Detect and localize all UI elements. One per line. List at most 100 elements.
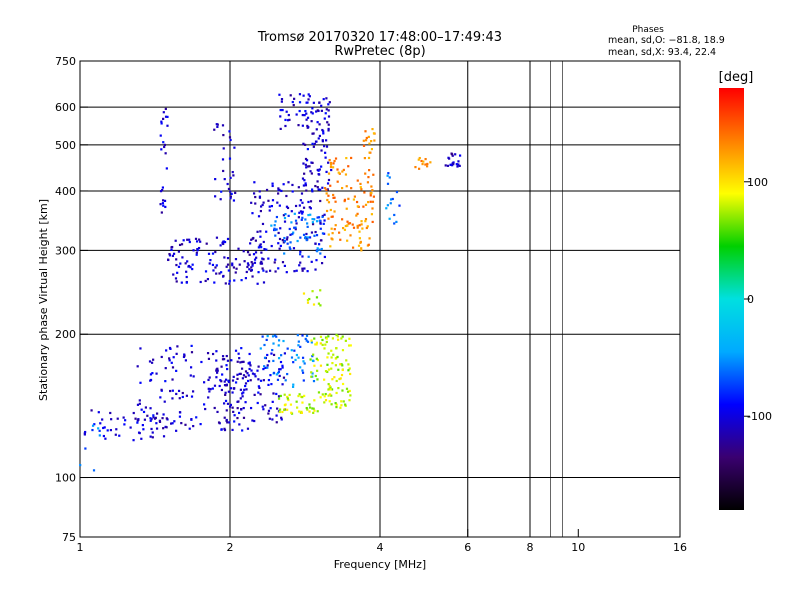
- data-point: [224, 393, 227, 396]
- data-point: [175, 429, 178, 432]
- data-point: [174, 277, 178, 280]
- data-point: [223, 427, 226, 430]
- data-point: [320, 104, 323, 107]
- data-point: [280, 100, 283, 103]
- data-point: [345, 185, 348, 188]
- data-point: [303, 362, 306, 365]
- data-point: [359, 186, 362, 189]
- data-point: [414, 165, 417, 169]
- data-point: [285, 238, 289, 241]
- data-point: [222, 240, 226, 243]
- data-point: [307, 255, 310, 258]
- data-point: [318, 219, 321, 222]
- data-point: [327, 103, 330, 106]
- y-tick-label: 200: [55, 328, 76, 341]
- data-point: [233, 146, 236, 149]
- data-point: [283, 236, 286, 240]
- data-point: [305, 334, 309, 337]
- data-point: [276, 378, 280, 381]
- data-point: [334, 224, 337, 227]
- data-point: [344, 173, 348, 176]
- data-point: [386, 204, 389, 207]
- data-point: [302, 206, 306, 209]
- data-point: [337, 171, 340, 174]
- data-point: [172, 273, 175, 276]
- data-point: [266, 364, 269, 367]
- data-point: [367, 156, 371, 160]
- data-point: [195, 240, 199, 243]
- data-point: [248, 268, 251, 271]
- data-point: [331, 215, 334, 218]
- data-point: [329, 208, 332, 212]
- data-point: [240, 408, 243, 411]
- data-point: [259, 235, 262, 238]
- data-point: [315, 341, 319, 344]
- data-point: [190, 418, 193, 421]
- data-point: [98, 429, 101, 432]
- data-point: [250, 261, 253, 264]
- data-point: [278, 368, 281, 371]
- data-point: [215, 264, 218, 267]
- data-point: [335, 391, 338, 395]
- data-point: [331, 232, 334, 235]
- data-point: [304, 163, 307, 166]
- data-point: [248, 361, 251, 364]
- data-point: [182, 355, 186, 359]
- data-point: [284, 379, 287, 382]
- data-point: [229, 403, 233, 406]
- data-point: [313, 409, 316, 412]
- data-point: [335, 347, 338, 350]
- data-point: [234, 349, 238, 352]
- data-point: [229, 190, 232, 193]
- data-point: [211, 263, 215, 267]
- data-point: [260, 246, 263, 249]
- data-point: [165, 167, 168, 170]
- data-point: [295, 400, 298, 403]
- data-point: [277, 187, 280, 190]
- data-point: [276, 407, 279, 410]
- data-point: [139, 381, 142, 384]
- data-point: [333, 376, 336, 379]
- data-point: [288, 118, 291, 121]
- data-point: [303, 267, 306, 270]
- data-point: [360, 247, 363, 250]
- data-point: [204, 270, 208, 273]
- data-point: [239, 372, 242, 375]
- data-point: [297, 356, 300, 359]
- data-point: [253, 373, 256, 376]
- data-point: [158, 419, 161, 422]
- data-point: [248, 367, 251, 371]
- data-point: [283, 404, 286, 407]
- data-point: [139, 347, 142, 350]
- data-point: [180, 243, 184, 246]
- data-point: [293, 226, 296, 229]
- data-point: [259, 261, 262, 265]
- data-point: [222, 147, 225, 150]
- data-point: [213, 384, 217, 387]
- data-point: [240, 347, 243, 350]
- data-point: [226, 421, 229, 424]
- data-point: [220, 271, 223, 274]
- data-point: [277, 267, 280, 270]
- data-point: [232, 199, 236, 202]
- data-point: [347, 222, 350, 225]
- data-point: [305, 166, 308, 169]
- data-point: [353, 195, 356, 198]
- data-point: [254, 251, 258, 254]
- data-point: [194, 237, 198, 240]
- data-point: [189, 266, 192, 269]
- data-point: [310, 111, 313, 114]
- data-point: [226, 359, 230, 362]
- data-point: [341, 186, 344, 190]
- data-point: [214, 178, 217, 181]
- data-point: [424, 163, 427, 166]
- data-point: [138, 431, 141, 435]
- data-point: [279, 127, 282, 130]
- data-point: [226, 263, 230, 266]
- data-point: [310, 120, 313, 123]
- data-point: [300, 218, 303, 221]
- data-point: [226, 237, 230, 241]
- data-point: [311, 142, 314, 145]
- data-point: [256, 401, 259, 405]
- data-point: [348, 399, 351, 402]
